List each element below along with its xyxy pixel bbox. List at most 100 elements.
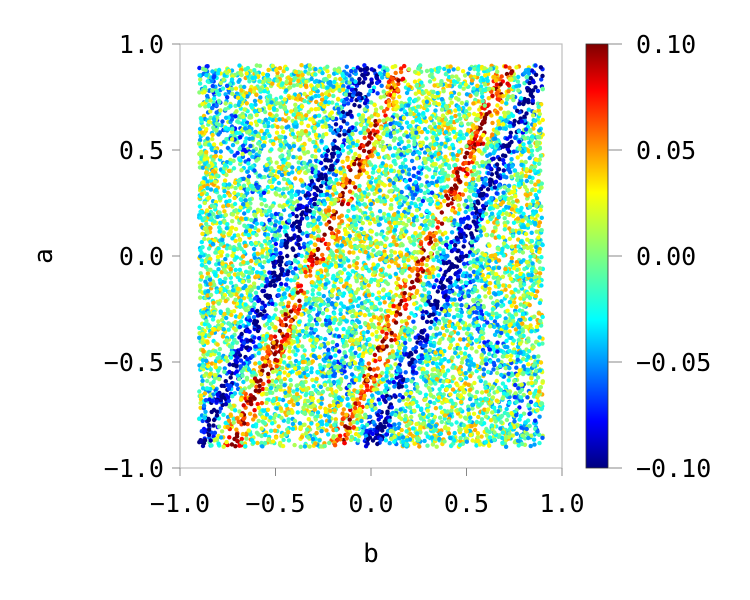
scatter-point: [437, 229, 442, 234]
scatter-point: [411, 285, 416, 290]
scatter-point: [228, 375, 233, 380]
scatter-point: [253, 102, 258, 107]
scatter-point: [458, 350, 464, 356]
scatter-point: [334, 327, 339, 332]
scatter-point: [356, 438, 361, 443]
scatter-point: [527, 80, 532, 86]
scatter-point: [249, 379, 254, 384]
scatter-point: [375, 366, 380, 371]
scatter-point: [413, 180, 418, 185]
scatter-point: [531, 79, 536, 85]
scatter-point: [308, 117, 313, 122]
scatter-point: [527, 155, 532, 161]
scatter-point: [346, 164, 351, 170]
scatter-point: [530, 261, 535, 266]
scatter-point: [435, 225, 440, 230]
scatter-point: [381, 89, 386, 94]
scatter-point: [361, 80, 366, 85]
scatter-point: [302, 444, 308, 449]
scatter-point: [269, 147, 274, 152]
scatter-point: [255, 440, 260, 446]
scatter-point: [456, 137, 461, 142]
scatter-point: [411, 222, 416, 228]
scatter-point: [381, 118, 386, 123]
scatter-point: [417, 444, 422, 449]
scatter-point: [467, 419, 472, 424]
scatter-point: [241, 296, 247, 301]
scatter-point: [211, 142, 217, 147]
scatter-point: [238, 135, 243, 140]
scatter-point: [273, 307, 279, 312]
scatter-point: [200, 231, 205, 236]
scatter-point: [528, 143, 533, 149]
scatter-point: [205, 93, 210, 99]
scatter-point: [514, 431, 519, 436]
scatter-point: [398, 284, 403, 290]
scatter-point: [539, 204, 544, 209]
scatter-point: [525, 237, 530, 242]
scatter-point: [326, 432, 331, 437]
scatter-point: [265, 184, 271, 190]
scatter-point: [371, 367, 377, 372]
scatter-point: [317, 354, 322, 360]
scatter-point: [223, 379, 228, 384]
scatter-point: [540, 86, 545, 92]
scatter-point: [486, 96, 491, 101]
scatter-point: [231, 166, 237, 171]
scatter-point: [437, 387, 442, 392]
scatter-point: [371, 128, 376, 133]
scatter-point: [326, 347, 331, 352]
scatter-point: [330, 100, 335, 105]
scatter-point: [425, 443, 430, 448]
scatter-point: [259, 196, 264, 201]
scatter-point: [355, 397, 360, 402]
scatter-point: [252, 68, 257, 73]
scatter-point: [215, 342, 220, 347]
scatter-point: [362, 135, 367, 140]
scatter-point: [453, 243, 458, 248]
scatter-point: [430, 419, 435, 425]
scatter-point: [244, 436, 249, 441]
scatter-point: [516, 244, 521, 249]
scatter-point: [282, 225, 287, 230]
scatter-point: [495, 103, 500, 108]
scatter-point: [465, 151, 470, 156]
scatter-point: [396, 78, 401, 83]
scatter-point: [233, 267, 238, 273]
scatter-point: [506, 378, 511, 383]
scatter-point: [308, 315, 313, 320]
scatter-point: [279, 281, 284, 287]
scatter-point: [281, 129, 286, 135]
scatter-point: [238, 298, 243, 303]
scatter-point: [252, 335, 257, 340]
scatter-point: [314, 376, 319, 382]
scatter-point: [378, 143, 383, 149]
scatter-point: [407, 177, 413, 183]
scatter-point: [509, 157, 514, 162]
scatter-point: [262, 197, 267, 203]
scatter-point: [327, 403, 333, 408]
scatter-point: [220, 86, 226, 91]
scatter-point: [389, 338, 394, 343]
scatter-point: [508, 130, 513, 135]
scatter-point: [291, 402, 296, 408]
scatter-point: [513, 327, 519, 332]
scatter-point: [256, 418, 261, 424]
scatter-point: [427, 79, 433, 84]
scatter-point: [488, 295, 494, 300]
scatter-point: [523, 184, 528, 190]
scatter-point: [239, 168, 244, 173]
scatter-point: [360, 361, 365, 367]
scatter-point: [408, 431, 413, 437]
scatter-point: [434, 444, 439, 449]
scatter-point: [449, 100, 454, 105]
scatter-point: [467, 323, 472, 328]
scatter-point: [537, 440, 542, 446]
scatter-point: [460, 192, 465, 197]
scatter-point: [513, 391, 518, 396]
scatter-point: [511, 213, 516, 218]
scatter-point: [406, 218, 411, 224]
scatter-point: [289, 205, 294, 210]
scatter-point: [285, 287, 290, 292]
scatter-point: [531, 344, 536, 350]
